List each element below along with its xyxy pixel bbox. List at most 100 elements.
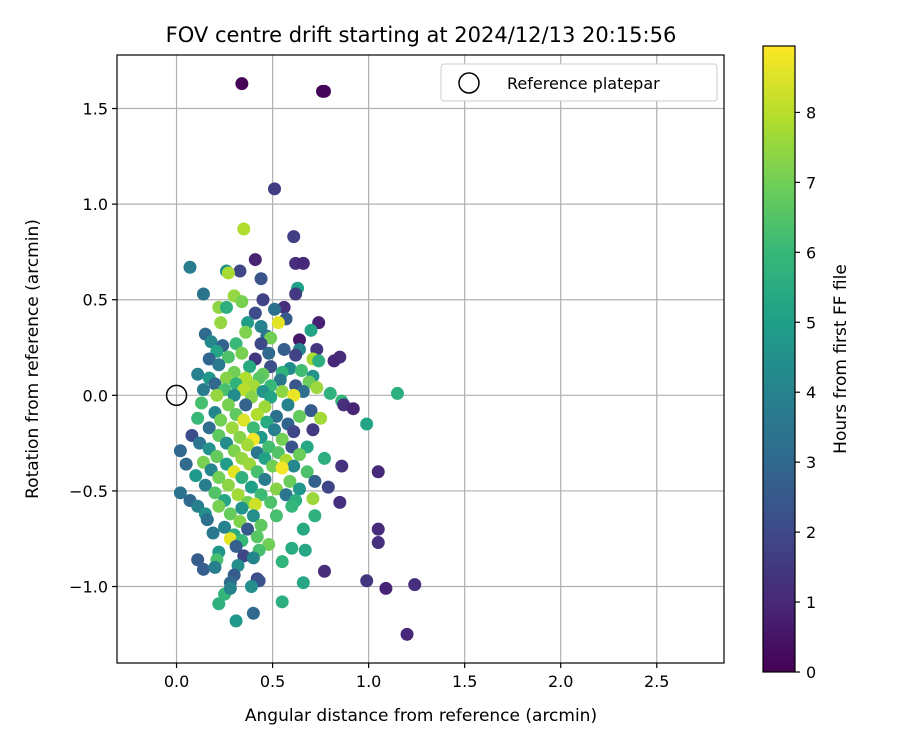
data-point bbox=[250, 407, 264, 421]
data-point bbox=[229, 337, 243, 351]
data-point bbox=[210, 388, 224, 402]
data-point bbox=[275, 461, 289, 475]
data-point bbox=[292, 448, 306, 462]
data-point bbox=[196, 287, 210, 301]
data-point bbox=[292, 333, 306, 347]
y-axis-label: Rotation from reference (arcmin) bbox=[23, 219, 43, 499]
legend-marker-reference bbox=[458, 72, 480, 94]
data-point bbox=[283, 474, 297, 488]
data-point bbox=[233, 264, 247, 278]
data-point bbox=[317, 564, 331, 578]
data-point bbox=[239, 398, 253, 412]
data-point bbox=[379, 581, 393, 595]
data-point bbox=[248, 497, 262, 511]
colorbar-tick-label: 3 bbox=[806, 453, 816, 472]
grid-lines bbox=[117, 55, 724, 663]
data-point bbox=[229, 614, 243, 628]
data-point bbox=[306, 423, 320, 437]
data-point bbox=[264, 495, 278, 509]
x-axis-label: Angular distance from reference (arcmin) bbox=[245, 706, 597, 726]
data-point bbox=[196, 562, 210, 576]
data-point bbox=[244, 480, 258, 494]
data-point bbox=[204, 335, 218, 349]
data-point bbox=[321, 480, 335, 494]
data-point bbox=[317, 84, 331, 98]
y-tick-label: 1.5 bbox=[83, 100, 108, 119]
data-point bbox=[287, 459, 301, 473]
data-point bbox=[296, 256, 310, 270]
data-point bbox=[275, 555, 289, 569]
data-point bbox=[250, 530, 264, 544]
colorbar-tick-label: 4 bbox=[806, 383, 816, 402]
data-point bbox=[304, 323, 318, 337]
data-point bbox=[221, 398, 235, 412]
data-point bbox=[275, 432, 289, 446]
data-point bbox=[212, 358, 226, 372]
data-point bbox=[371, 536, 385, 550]
legend-label-reference: Reference platepar bbox=[507, 74, 660, 93]
data-point bbox=[268, 302, 282, 316]
data-point bbox=[273, 373, 287, 387]
data-point bbox=[246, 421, 260, 435]
x-tick-label: 2.0 bbox=[548, 672, 573, 691]
colorbar-ticks: 0 1 2 3 4 5 6 7 8 bbox=[795, 103, 816, 682]
data-point bbox=[237, 222, 251, 236]
data-point bbox=[262, 440, 276, 454]
data-point bbox=[208, 377, 222, 391]
reference-platepar-point bbox=[165, 384, 188, 407]
x-tick-label: 2.5 bbox=[644, 672, 669, 691]
chart-title: FOV centre drift starting at 2024/12/13 … bbox=[166, 23, 677, 47]
data-point bbox=[173, 486, 187, 500]
data-point bbox=[308, 509, 322, 523]
y-tick-label: 0.0 bbox=[83, 386, 108, 405]
data-point bbox=[208, 560, 222, 574]
data-point bbox=[285, 499, 299, 513]
data-point bbox=[289, 348, 303, 362]
data-point bbox=[202, 352, 216, 366]
data-point bbox=[200, 513, 214, 527]
data-point bbox=[189, 469, 203, 483]
data-point bbox=[287, 425, 301, 439]
data-point bbox=[173, 444, 187, 458]
data-point bbox=[287, 388, 301, 402]
data-point bbox=[225, 421, 239, 435]
legend-box bbox=[440, 63, 718, 102]
data-point bbox=[246, 606, 260, 620]
data-point bbox=[371, 465, 385, 479]
data-point bbox=[223, 581, 237, 595]
x-tick-label: 1.5 bbox=[452, 672, 477, 691]
data-point bbox=[289, 287, 303, 301]
data-point bbox=[254, 518, 268, 532]
data-point bbox=[179, 457, 193, 471]
data-point bbox=[306, 492, 320, 506]
data-point bbox=[214, 316, 228, 330]
data-point bbox=[241, 438, 255, 452]
data-point bbox=[310, 381, 324, 395]
data-point bbox=[227, 388, 241, 402]
data-point bbox=[193, 436, 207, 450]
data-point bbox=[218, 520, 232, 534]
data-point bbox=[371, 522, 385, 536]
data-point bbox=[237, 413, 251, 427]
data-point bbox=[198, 478, 212, 492]
colorbar-tick-label: 0 bbox=[806, 663, 816, 682]
data-point bbox=[323, 386, 337, 400]
data-point bbox=[248, 306, 262, 320]
data-point bbox=[312, 354, 326, 368]
x-tick-label: 0.0 bbox=[164, 672, 189, 691]
data-point bbox=[223, 507, 237, 521]
data-point bbox=[300, 465, 314, 479]
data-point bbox=[191, 553, 205, 567]
data-point bbox=[298, 543, 312, 557]
data-point bbox=[254, 488, 268, 502]
data-point bbox=[239, 325, 253, 339]
data-point bbox=[360, 574, 374, 588]
data-point bbox=[235, 77, 249, 91]
x-tick-label: 1.0 bbox=[356, 672, 381, 691]
data-point bbox=[314, 411, 328, 425]
data-point bbox=[400, 627, 414, 641]
data-point bbox=[208, 486, 222, 500]
data-point bbox=[277, 342, 291, 356]
x-tick-label: 0.5 bbox=[260, 672, 285, 691]
